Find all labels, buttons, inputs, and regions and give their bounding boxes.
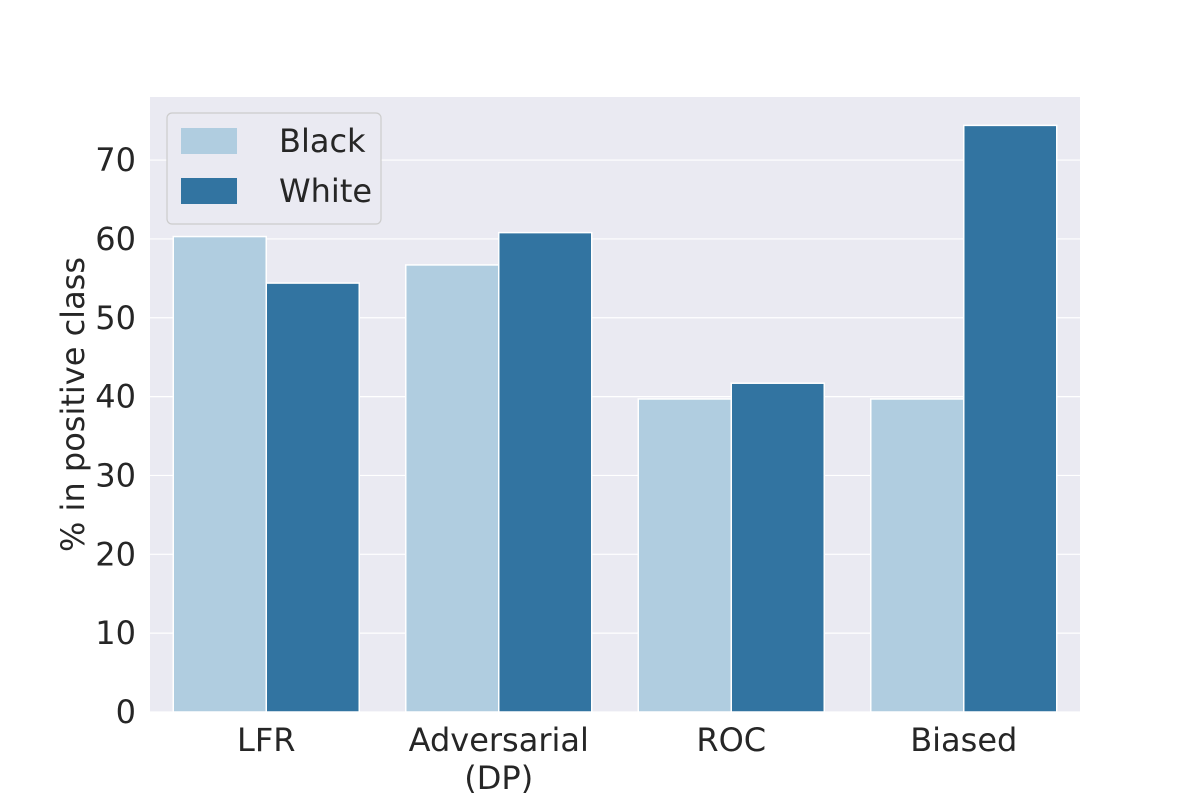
y-tick-label: 0	[116, 693, 136, 731]
legend-swatch-black	[181, 128, 237, 154]
x-tick-label: Biased	[910, 721, 1017, 759]
x-tick-labels: LFR Adversarial (DP) ROC Biased	[237, 721, 1017, 797]
bar-black-3	[870, 398, 965, 713]
legend: Black White	[166, 112, 382, 225]
bar-black-1	[405, 264, 500, 713]
y-tick-label: 40	[95, 378, 136, 416]
legend-label-white: White	[279, 172, 372, 210]
legend-swatch-white	[181, 178, 237, 204]
legend-label-black: Black	[279, 122, 366, 160]
x-tick-label: Adversarial (DP)	[409, 721, 589, 797]
bar-white-2	[730, 382, 825, 713]
y-tick-label: 20	[95, 535, 136, 573]
y-tick-label: 60	[95, 220, 136, 258]
y-tick-label: 30	[95, 456, 136, 494]
bars	[172, 124, 1058, 713]
x-tick-label: ROC	[696, 721, 766, 759]
y-axis-label: % in positive class	[54, 257, 92, 552]
y-tick-label: 70	[95, 141, 136, 179]
bar-white-3	[963, 124, 1058, 713]
bar-white-0	[265, 282, 360, 713]
x-tick-label: LFR	[237, 721, 295, 759]
bar-black-2	[637, 398, 732, 713]
bar-white-1	[498, 231, 593, 713]
y-tick-labels: 0 10 20 30 40 50 60 70	[95, 141, 136, 731]
y-tick-label: 50	[95, 299, 136, 337]
bar-black-0	[172, 235, 267, 713]
y-tick-label: 10	[95, 614, 136, 652]
